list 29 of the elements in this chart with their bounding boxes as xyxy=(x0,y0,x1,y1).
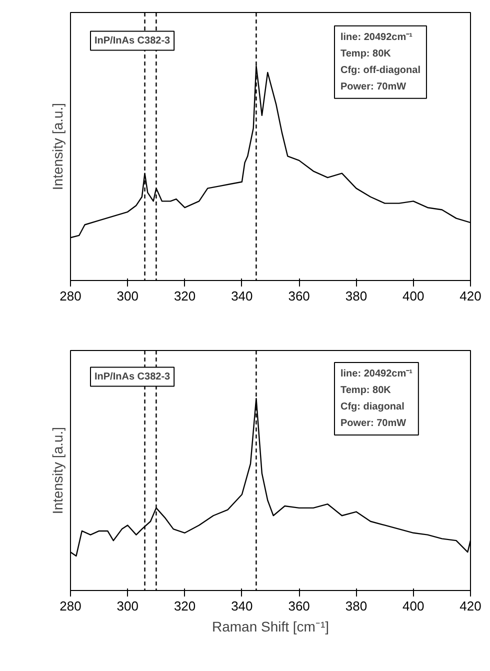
x-tick-label: 380 xyxy=(345,288,368,304)
x-tick-label: 340 xyxy=(231,288,253,304)
x-tick-label: 320 xyxy=(174,288,196,304)
annotation: Power: 70mW xyxy=(340,81,407,92)
x-tick-label: 280 xyxy=(60,598,82,614)
text: InP/InAs C382-3 xyxy=(94,371,171,382)
x-tick-label: 420 xyxy=(460,288,482,304)
x-tick-label: 400 xyxy=(402,288,424,304)
annotation: Cfg: off-diagonal xyxy=(340,64,421,76)
text: InP/InAs C382-3 xyxy=(94,35,171,46)
x-tick-label: 320 xyxy=(174,598,196,614)
x-tick-label: 280 xyxy=(60,288,82,304)
x-tick-label: 400 xyxy=(402,598,424,614)
text: Temp: 80K xyxy=(340,48,392,60)
x-tick-label: 300 xyxy=(116,288,138,304)
x-tick-label: 420 xyxy=(460,598,482,614)
x-axis-title: Raman Shift [cm⁻¹] xyxy=(212,618,330,634)
text: line: 20492cm⁻¹ xyxy=(340,32,414,43)
x-tick-label: 360 xyxy=(288,288,310,304)
x-tick-label: 300 xyxy=(116,598,138,614)
annotation: Cfg: diagonal xyxy=(340,402,405,412)
annotation: Power: 70mW xyxy=(340,418,407,429)
x-tick-label: 360 xyxy=(288,598,310,614)
y-axis-title: Intensity [a.u.] xyxy=(50,102,66,190)
text: line: 20492cm⁻¹ xyxy=(340,368,414,380)
x-tick-label: 340 xyxy=(231,598,253,614)
y-axis-title: Intensity [a.u.] xyxy=(50,426,66,514)
text: Temp: 80K xyxy=(340,385,392,396)
x-tick-label: 380 xyxy=(345,598,368,614)
